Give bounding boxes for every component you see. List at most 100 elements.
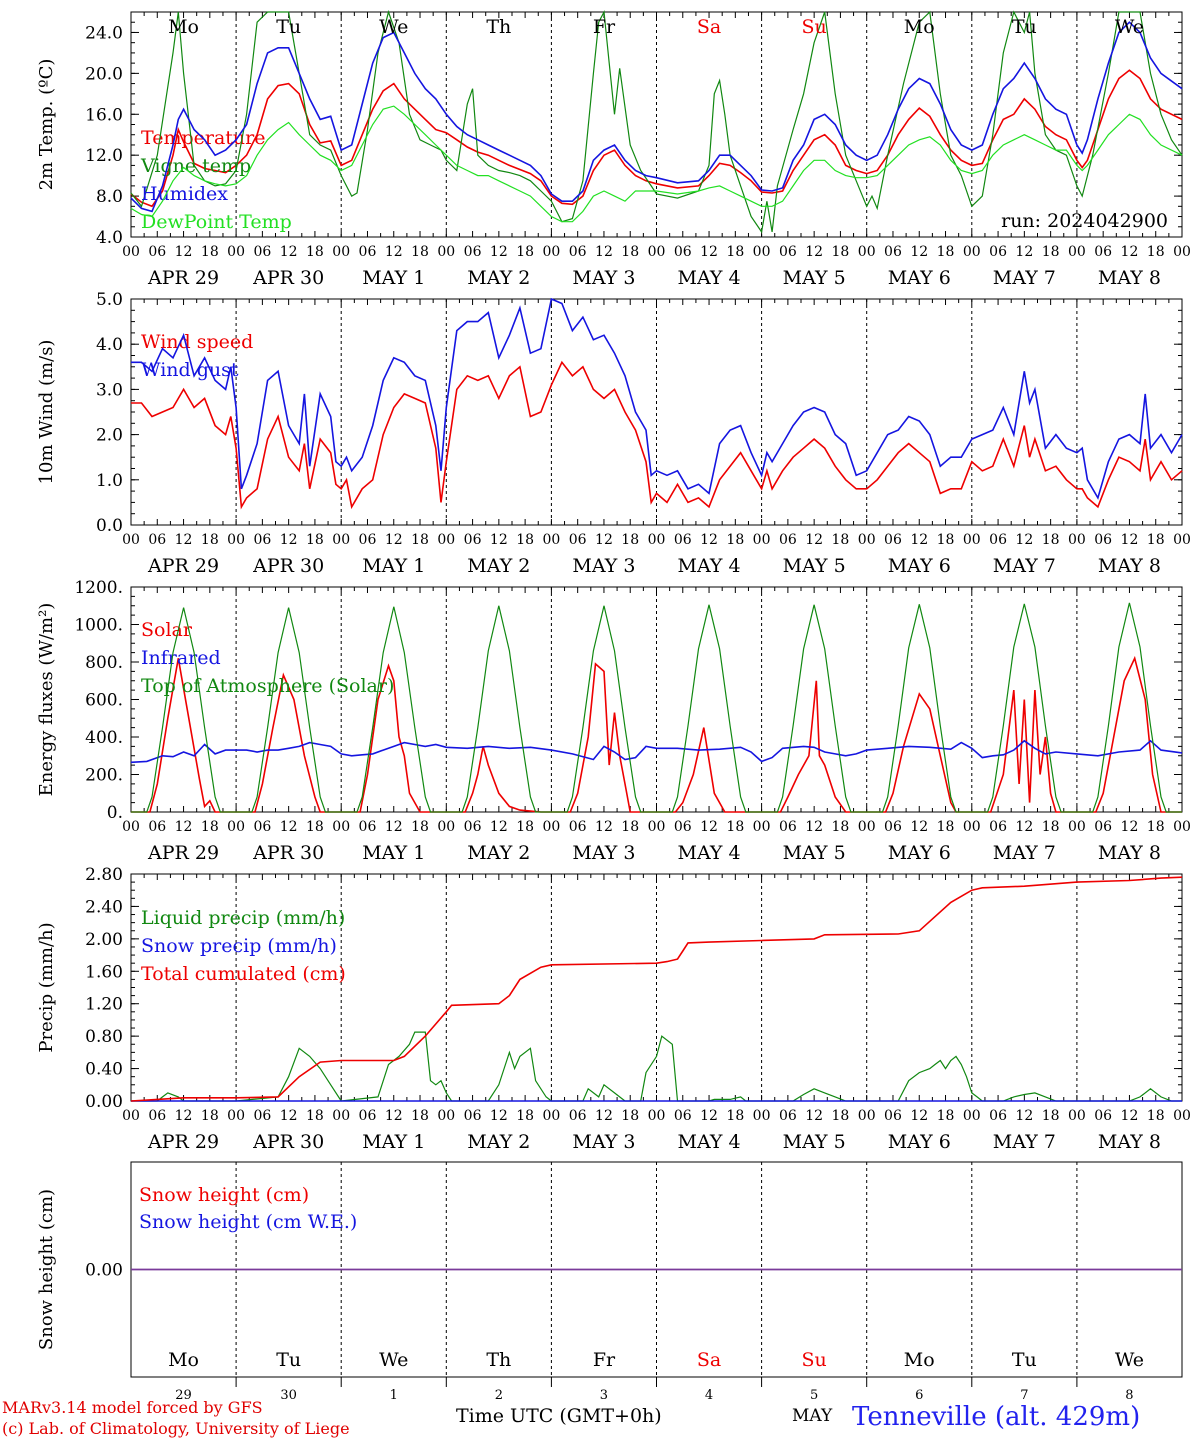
- hour-tick-label: 18: [516, 532, 534, 548]
- hour-tick-label: 12: [175, 532, 193, 548]
- date-label: APR 30: [252, 842, 324, 864]
- hour-tick-label: 18: [1042, 244, 1060, 260]
- series-line-liquid-precip-mm-h-: [131, 1031, 1182, 1102]
- hour-tick-label: 12: [175, 1108, 193, 1124]
- y-tick-label: 0.80: [85, 1027, 123, 1047]
- date-label: MAY 2: [467, 555, 530, 577]
- date-label: MAY 7: [993, 267, 1056, 289]
- hour-tick-label: 06: [148, 532, 166, 548]
- hour-tick-label: 06: [1094, 819, 1112, 835]
- time-axis-label: Time UTC (GMT+0h): [456, 1405, 662, 1427]
- y-tick-label: 2.0: [96, 426, 123, 446]
- hour-tick-label: 06: [569, 1108, 587, 1124]
- hour-tick-label: 18: [726, 244, 744, 260]
- hour-tick-label: 18: [621, 244, 639, 260]
- hour-tick-label: 06: [884, 244, 902, 260]
- date-label: MAY 3: [572, 842, 635, 864]
- date-label: MAY 2: [467, 1131, 530, 1153]
- hour-tick-label: 00: [542, 532, 560, 548]
- hour-tick-label: 18: [516, 819, 534, 835]
- panel-precip: 0.00 0.40 0.80 1.20 1.60 2.00 2.40 2.80 Precip (…: [36, 865, 1191, 1153]
- hour-tick-label: 12: [910, 532, 928, 548]
- hour-tick-label: 00: [542, 1108, 560, 1124]
- y-tick-label: 5.0: [96, 290, 123, 310]
- legend-label: Snow height (cm W.E.): [139, 1211, 357, 1233]
- y-tick-label: 1.0: [96, 471, 123, 491]
- hour-tick-label: 06: [674, 819, 692, 835]
- date-label: MAY 1: [362, 1131, 425, 1153]
- date-label: MAY 3: [572, 267, 635, 289]
- hour-tick-label: 06: [674, 532, 692, 548]
- hour-tick-label: 18: [201, 1108, 219, 1124]
- hour-tick-label: 00: [1173, 1108, 1191, 1124]
- y-axis-label: Snow height (cm): [36, 1189, 57, 1350]
- hour-tick-label: 18: [201, 819, 219, 835]
- series-line-infrared: [130, 739, 1183, 764]
- hour-tick-label: 12: [175, 819, 193, 835]
- date-label: MAY 4: [678, 555, 741, 577]
- hour-tick-label: 18: [621, 532, 639, 548]
- hour-tick-label: 06: [359, 1108, 377, 1124]
- hour-tick-label: 00: [963, 532, 981, 548]
- weekday-label: Tu: [1012, 16, 1037, 38]
- hour-tick-label: 00: [1068, 819, 1086, 835]
- day-number-label: 6: [915, 1388, 923, 1403]
- hour-tick-label: 00: [437, 244, 455, 260]
- hour-tick-label: 00: [1173, 819, 1191, 835]
- series-line-humidex: [130, 21, 1183, 213]
- date-label: MAY 1: [362, 267, 425, 289]
- y-axis-label: 10m Wind (m/s): [36, 340, 57, 485]
- series-line-wind-speed: [131, 360, 1183, 510]
- hour-tick-label: 06: [253, 1108, 271, 1124]
- hour-tick-label: 18: [411, 819, 429, 835]
- weekday-label: Mo: [904, 16, 935, 38]
- legend-label: Snow precip (mm/h): [141, 935, 337, 957]
- hour-tick-label: 00: [753, 819, 771, 835]
- date-label: MAY 4: [678, 267, 741, 289]
- y-tick-label: 1000.: [74, 616, 123, 636]
- hour-tick-label: 18: [516, 1108, 534, 1124]
- hour-tick-label: 00: [122, 1108, 140, 1124]
- y-tick-label: 4.0: [96, 228, 123, 248]
- y-tick-label: 600.: [85, 691, 123, 711]
- hour-tick-label: 12: [175, 244, 193, 260]
- hour-tick-label: 06: [464, 244, 482, 260]
- hour-tick-label: 06: [989, 532, 1007, 548]
- hour-tick-label: 06: [253, 244, 271, 260]
- weekday-label: We: [1115, 16, 1144, 38]
- day-number-label: 3: [600, 1388, 608, 1403]
- hour-tick-label: 12: [700, 819, 718, 835]
- hour-tick-label: 00: [648, 1108, 666, 1124]
- weekday-label: Tu: [1012, 1349, 1037, 1371]
- date-label: MAY 5: [783, 1131, 846, 1153]
- series-line-wind-gust: [131, 297, 1183, 500]
- weekday-label: We: [1115, 1349, 1144, 1371]
- station-name: Tenneville (alt. 429m): [852, 1402, 1141, 1432]
- hour-tick-label: 18: [1147, 244, 1165, 260]
- hour-tick-label: 00: [753, 1108, 771, 1124]
- date-label: MAY 1: [362, 555, 425, 577]
- hour-tick-label: 06: [464, 532, 482, 548]
- hour-tick-label: 00: [122, 819, 140, 835]
- hour-tick-label: 12: [490, 532, 508, 548]
- y-tick-label: 3.0: [96, 380, 123, 400]
- hour-tick-label: 12: [280, 532, 298, 548]
- hour-tick-label: 06: [359, 244, 377, 260]
- weekday-label: Mo: [168, 16, 199, 38]
- series-line-top-of-atmosphere-solar-: [131, 602, 1182, 813]
- hour-tick-label: 18: [411, 1108, 429, 1124]
- y-tick-label: 2.80: [85, 865, 123, 885]
- hour-tick-label: 00: [332, 532, 350, 548]
- date-label: MAY 8: [1098, 267, 1161, 289]
- date-label: MAY 2: [467, 267, 530, 289]
- hour-tick-label: 12: [1015, 532, 1033, 548]
- hour-tick-label: 12: [595, 819, 613, 835]
- hour-tick-label: 12: [595, 532, 613, 548]
- date-label: MAY 5: [783, 267, 846, 289]
- hour-tick-label: 06: [1094, 244, 1112, 260]
- series-line-total-cumulated-cm-: [130, 876, 1183, 1102]
- hour-tick-label: 00: [332, 244, 350, 260]
- date-label: MAY 7: [993, 842, 1056, 864]
- date-label: MAY 7: [993, 1131, 1056, 1153]
- hour-tick-label: 00: [648, 532, 666, 548]
